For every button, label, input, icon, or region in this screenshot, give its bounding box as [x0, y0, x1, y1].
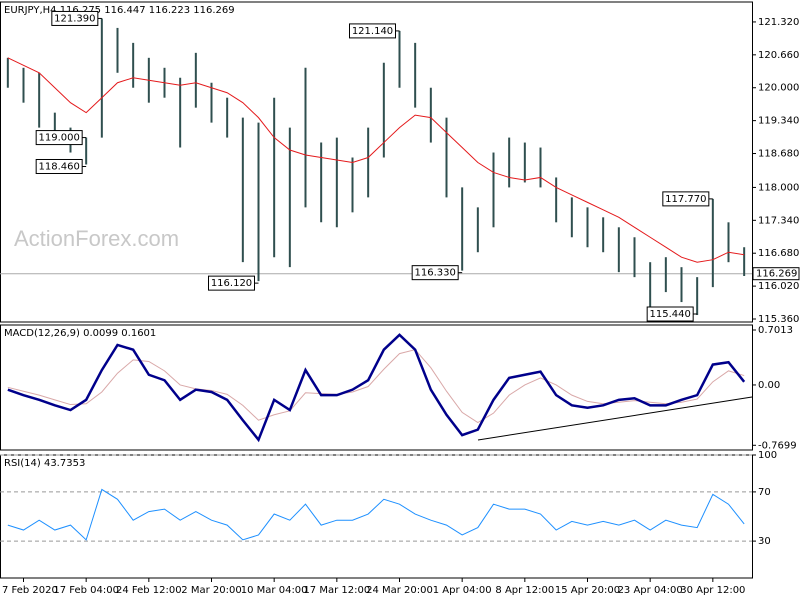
annotation-box — [35, 130, 83, 146]
moving-average — [7, 57, 745, 263]
panel-title: RSI(14) 43.7353 — [4, 458, 85, 469]
annotation-label: 121.140 — [352, 26, 393, 37]
panel-frame — [0, 1, 753, 323]
y-tick-label: 120.000 — [758, 83, 799, 94]
annotation-box — [646, 306, 694, 322]
annotation-box — [349, 23, 396, 39]
annotation-label: 116.330 — [414, 268, 455, 279]
x-tick-label: 7 Feb 2020 — [2, 585, 58, 596]
annotation-box — [35, 158, 83, 174]
annotation-box — [411, 265, 459, 281]
x-tick-label: 30 Apr 12:00 — [680, 585, 745, 596]
annotation-label: 116.120 — [211, 278, 252, 289]
y-tick-label: -0.7699 — [758, 440, 797, 451]
x-tick-label: 2 Mar 20:00 — [181, 585, 241, 596]
annotation-label: 119.000 — [38, 133, 79, 144]
y-tick-label: 118.680 — [758, 149, 799, 160]
annotation-box — [662, 191, 710, 207]
y-tick-label: 119.340 — [758, 116, 799, 127]
y-tick-label: 116.680 — [758, 248, 799, 259]
x-tick-label: 17 Mar 12:00 — [303, 585, 370, 596]
y-tick-label: 100 — [758, 450, 777, 461]
x-tick-label: 8 Apr 12:00 — [495, 585, 554, 596]
x-tick-label: 24 Feb 12:00 — [116, 585, 182, 596]
y-tick-label: 70 — [758, 487, 771, 498]
panel-title: EURJPY,H4 116.275 116.447 116.223 116.26… — [4, 5, 235, 16]
annotation-box — [51, 10, 99, 26]
macd-line — [7, 333, 746, 443]
last-price-box — [752, 267, 800, 281]
y-tick-label: 117.340 — [758, 215, 799, 226]
watermark: ActionForex.com — [14, 226, 179, 251]
x-tick-label: 24 Mar 20:00 — [366, 585, 433, 596]
annotation-box — [208, 275, 255, 291]
macd-signal — [7, 349, 745, 424]
annotation-label: 118.460 — [38, 161, 79, 172]
y-tick-label: 0.7013 — [758, 325, 793, 336]
y-tick-label: 0.00 — [758, 380, 780, 391]
x-tick-label: 15 Apr 20:00 — [555, 585, 620, 596]
panel-frame — [0, 454, 753, 579]
x-tick-label: 10 Mar 04:00 — [241, 585, 308, 596]
annotation-label: 117.770 — [665, 194, 706, 205]
last-price-label: 116.269 — [756, 269, 797, 280]
trend-line — [477, 396, 753, 441]
y-tick-label: 120.660 — [758, 50, 799, 61]
rsi-line — [7, 488, 745, 541]
x-tick-label: 1 Apr 04:00 — [433, 585, 492, 596]
annotation-label: 115.440 — [649, 309, 690, 320]
y-tick-label: 115.360 — [758, 314, 799, 325]
y-tick-label: 116.020 — [758, 281, 799, 292]
panel-title: MACD(12,26,9) 0.0099 0.1601 — [4, 328, 156, 339]
x-tick-label: 23 Apr 04:00 — [618, 585, 683, 596]
y-tick-label: 121.320 — [758, 17, 799, 28]
annotation-label: 121.390 — [54, 13, 95, 24]
x-tick-label: 17 Feb 04:00 — [53, 585, 119, 596]
panel-frame — [0, 324, 753, 451]
y-tick-label: 118.000 — [758, 182, 799, 193]
y-tick-label: 30 — [758, 536, 771, 547]
